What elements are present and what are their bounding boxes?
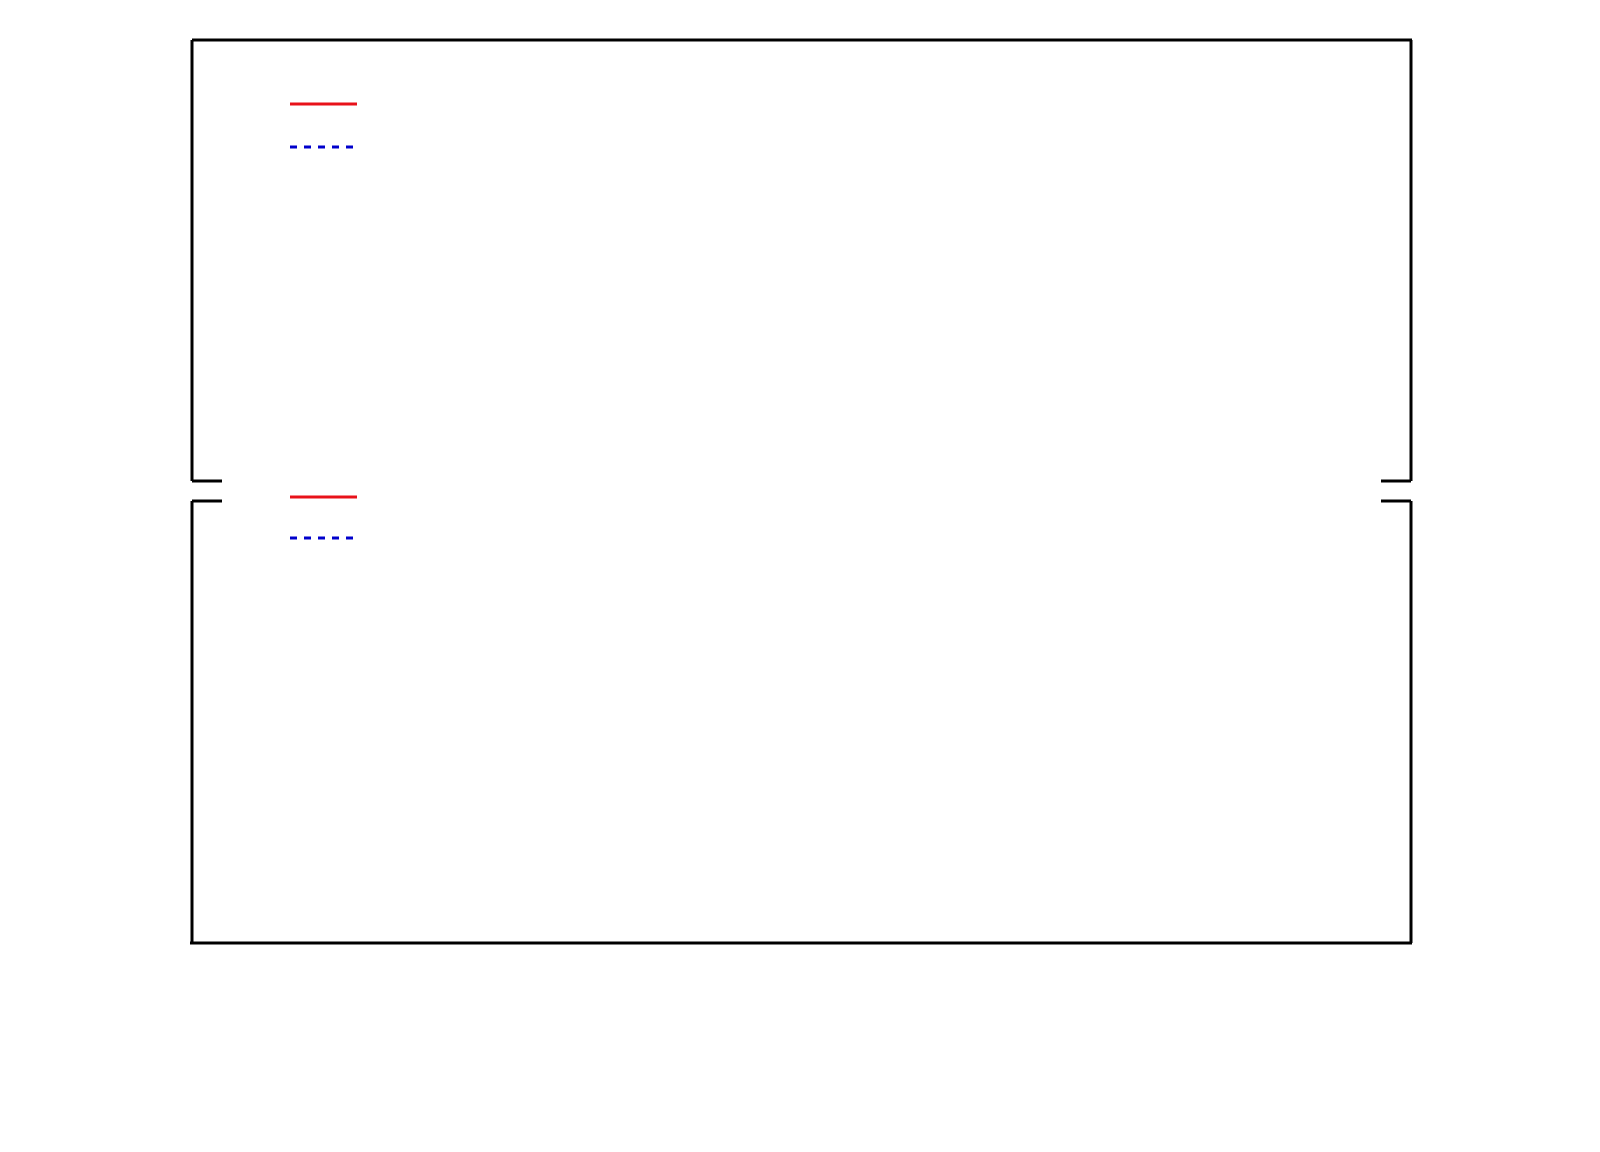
bottom-panel-frame	[190, 499, 1413, 945]
top-panel-frame	[190, 38, 1413, 483]
bottom-legend	[290, 495, 357, 540]
top-legend	[290, 102, 357, 149]
